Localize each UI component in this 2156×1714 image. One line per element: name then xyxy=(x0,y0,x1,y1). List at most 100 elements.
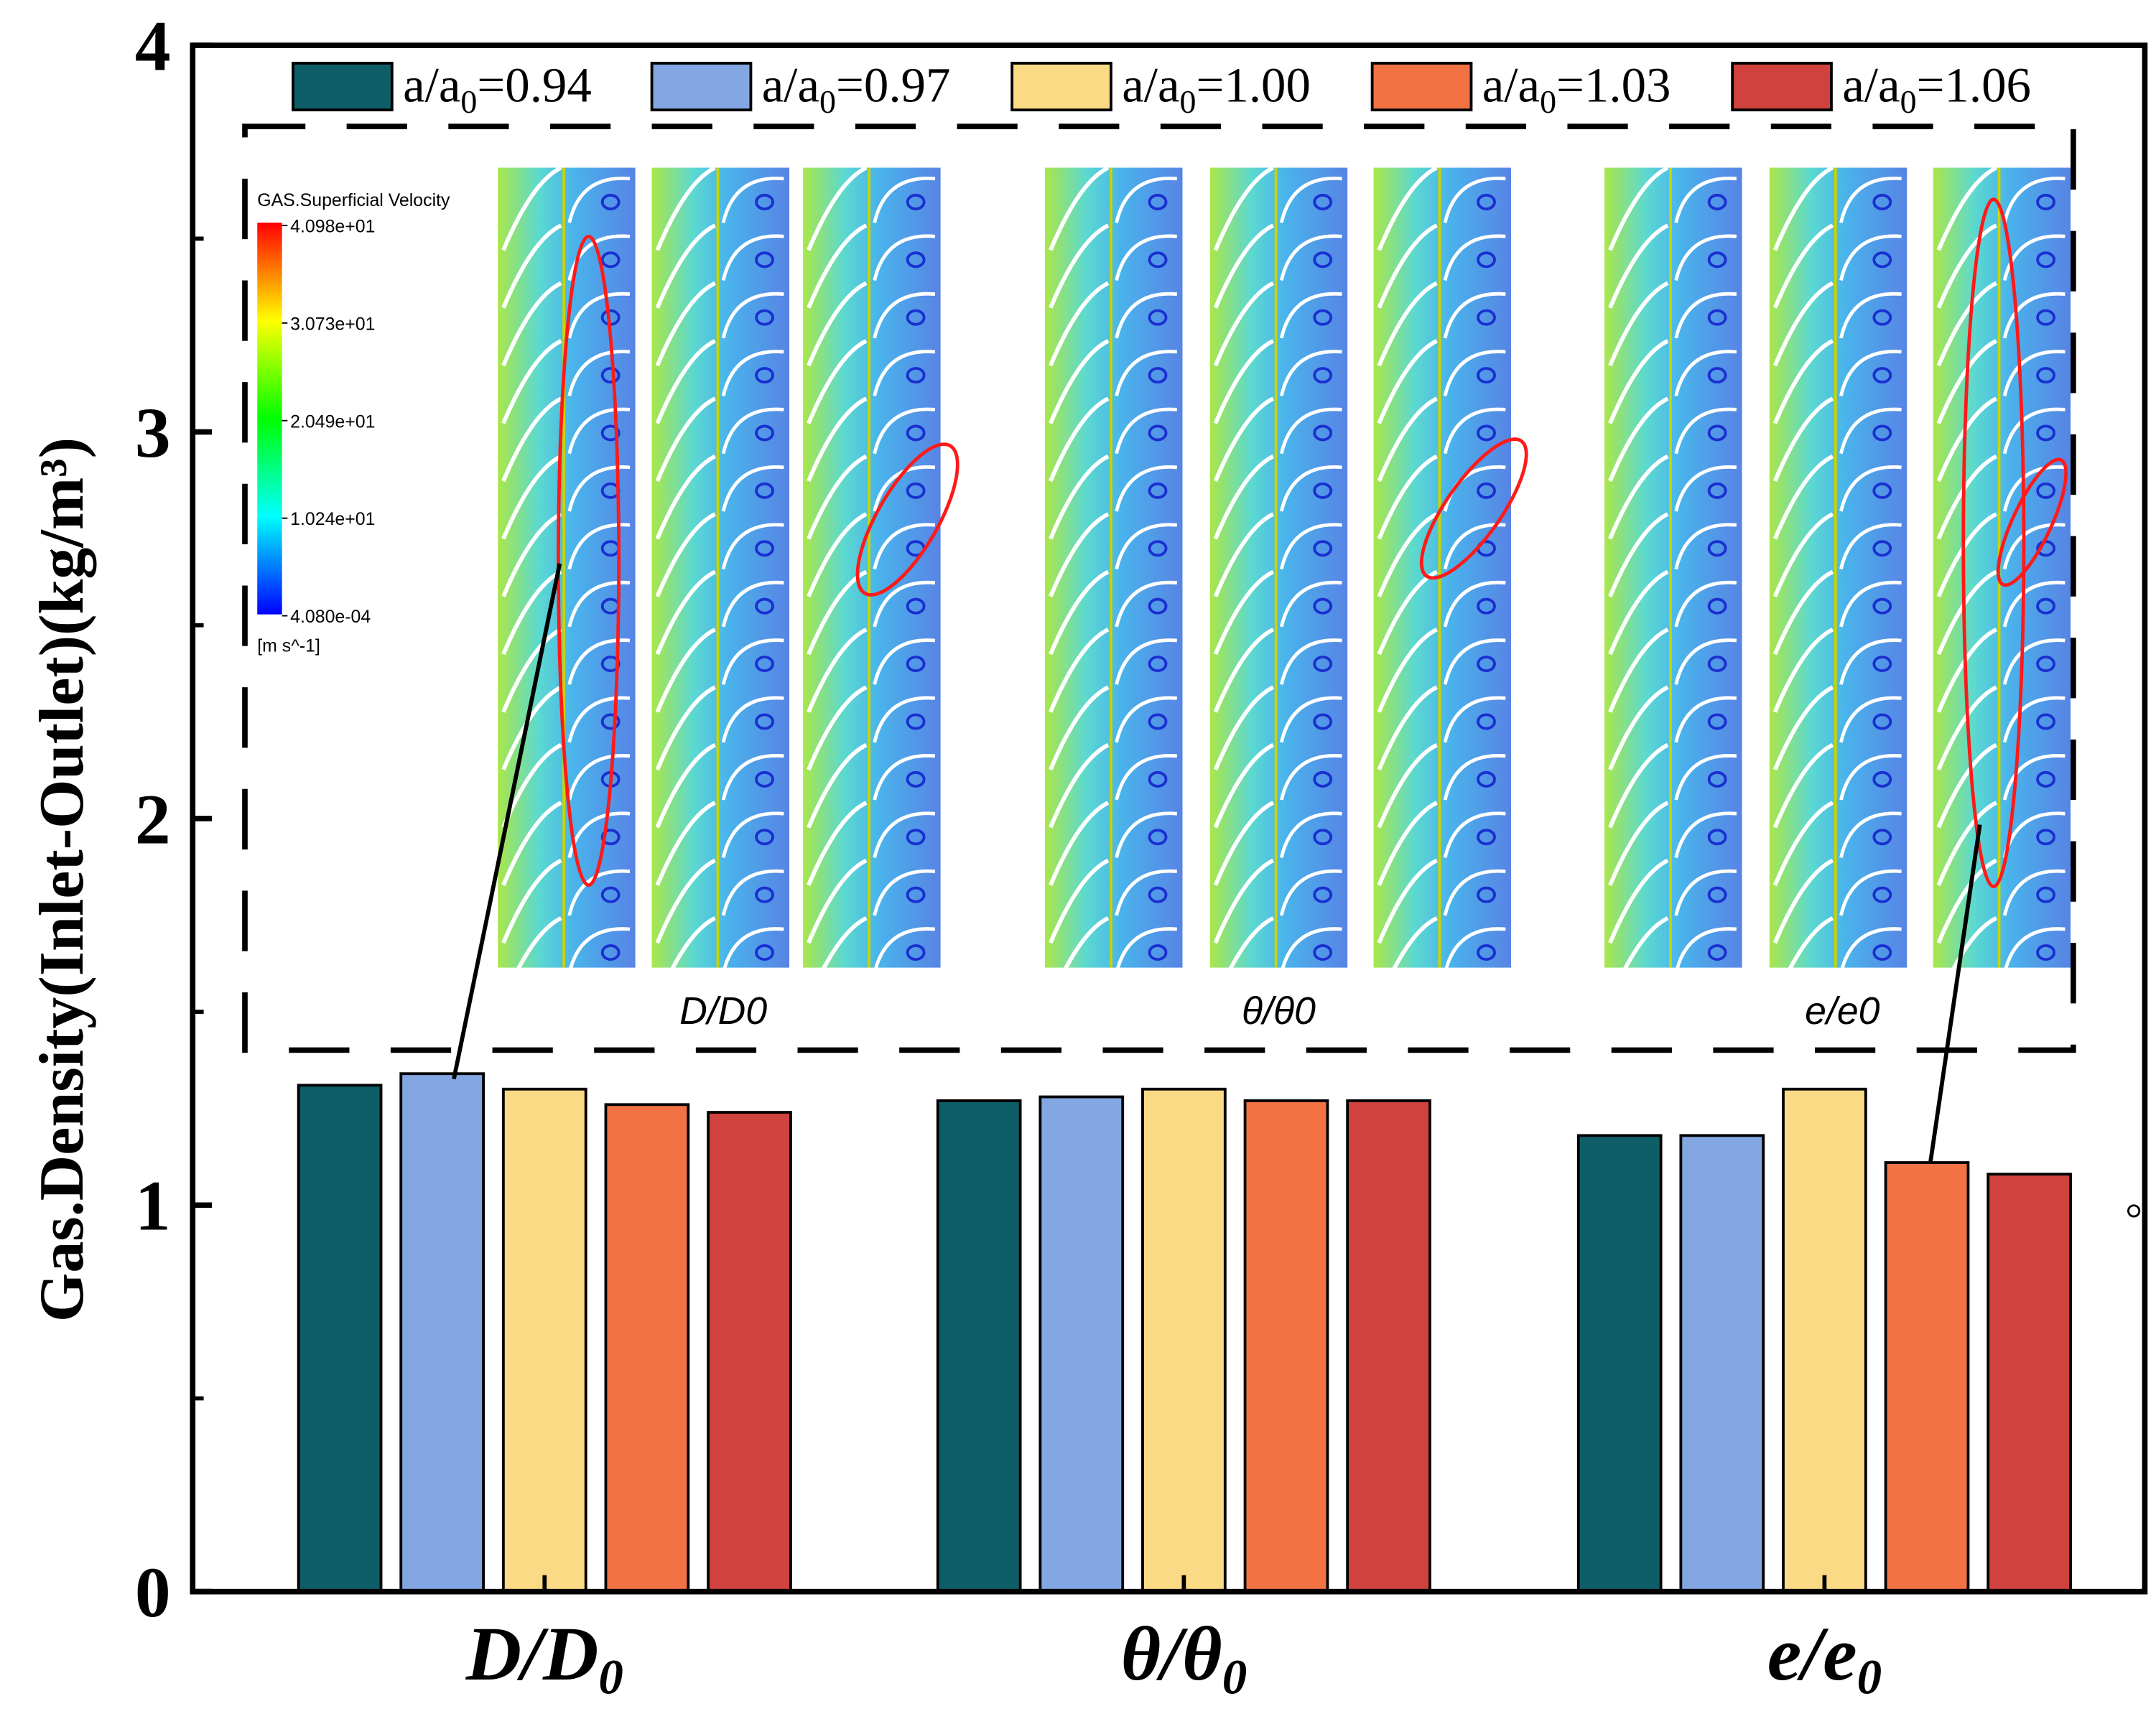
x-tick-label: D/D0 xyxy=(465,1611,623,1704)
blade-streak xyxy=(1049,916,1110,1002)
vortex xyxy=(906,656,926,673)
colorbar-title: GAS.Superficial Velocity xyxy=(257,190,450,210)
blade-streak xyxy=(1377,916,1438,1002)
vortex xyxy=(1707,309,1727,326)
blade-streak xyxy=(1377,396,1438,483)
bar-1-0 xyxy=(936,1099,1022,1593)
y-tick-label: 0 xyxy=(135,1552,171,1632)
blade-streak xyxy=(1772,454,1834,540)
blade-streak xyxy=(1608,916,1669,1002)
streamline xyxy=(1674,927,1737,974)
streamline xyxy=(1443,292,1506,339)
vortex xyxy=(906,944,926,961)
blade-streak xyxy=(1049,858,1110,944)
vortex xyxy=(2036,886,2055,903)
bar-2-3 xyxy=(1884,1161,1970,1593)
vortex xyxy=(1707,424,1727,442)
vortex xyxy=(1477,886,1496,903)
leader-line xyxy=(1928,824,1982,1163)
blade-streak xyxy=(1213,396,1275,483)
streamline xyxy=(1839,580,1902,628)
bar-1-4 xyxy=(1346,1099,1431,1593)
highlight-ellipse xyxy=(1996,457,2068,587)
vortex xyxy=(1477,944,1496,961)
streamline xyxy=(873,350,936,396)
blade-streak xyxy=(1213,281,1275,367)
streamline xyxy=(873,927,936,974)
streamline xyxy=(2002,638,2066,685)
vortex xyxy=(1313,424,1333,442)
blade-streak xyxy=(655,454,716,540)
vortex xyxy=(1872,597,1892,615)
streamline xyxy=(1279,350,1342,396)
streamline xyxy=(1839,753,1902,801)
streamline xyxy=(721,465,784,512)
subscript: 0 xyxy=(1857,1649,1882,1704)
legend-label-1: a/a0=0.97 xyxy=(762,58,951,120)
blade-streak xyxy=(807,801,868,886)
blade-streak xyxy=(1049,396,1110,483)
vortex xyxy=(1707,367,1727,384)
blade-streak xyxy=(1213,742,1275,829)
blade-streak xyxy=(1049,801,1110,886)
blade-streak xyxy=(1049,454,1110,540)
vortex xyxy=(906,713,926,730)
vortex xyxy=(600,713,621,730)
streamline xyxy=(2002,350,2066,396)
streamline-panel xyxy=(1045,167,1183,968)
streamline xyxy=(1115,350,1178,396)
legend-swatch-3 xyxy=(1370,62,1473,112)
streamline xyxy=(1443,638,1506,685)
blade-streak xyxy=(655,685,716,771)
panel-label: e/e0 xyxy=(1805,989,1879,1033)
legend-value: =1.03 xyxy=(1556,58,1671,113)
blade-streak xyxy=(501,916,562,1002)
streamline xyxy=(1674,407,1737,455)
blade-streak xyxy=(1377,685,1438,771)
streamline xyxy=(721,638,784,685)
blade-streak xyxy=(1936,454,1997,540)
streamline xyxy=(567,811,631,858)
streamline xyxy=(1674,350,1737,396)
streamline xyxy=(567,869,631,916)
vortex xyxy=(1872,713,1892,730)
vortex xyxy=(1148,193,1168,210)
streamline xyxy=(721,234,784,281)
vortex xyxy=(2036,367,2055,384)
streamline xyxy=(1674,811,1737,858)
streamline xyxy=(1839,234,1902,281)
blade-streak xyxy=(1377,223,1438,309)
blade-streak xyxy=(1377,281,1438,367)
streamline xyxy=(1674,638,1737,685)
highlight-ellipse xyxy=(855,442,959,597)
colorbar xyxy=(257,223,282,615)
streamline xyxy=(1674,234,1737,281)
vortex xyxy=(1313,482,1333,499)
blade-streak xyxy=(1049,742,1110,829)
blade-streak xyxy=(1936,396,1997,483)
inset-streamlines: GAS.Superficial Velocity 4.098e+01 3.073e+… xyxy=(242,124,2076,1163)
blade-streak xyxy=(1608,165,1669,251)
legend-value: =0.94 xyxy=(477,58,591,113)
blade-streak xyxy=(501,454,562,540)
vortex xyxy=(755,597,774,615)
y-tick-label: 3 xyxy=(135,393,171,472)
colorbar-tick-label: 3.073e+01 xyxy=(290,314,375,334)
legend-value: =1.06 xyxy=(1917,58,2031,113)
streamline xyxy=(1115,177,1178,223)
blade-streak xyxy=(655,569,716,656)
y-tick-label: 1 xyxy=(135,1166,171,1246)
bar-0-2 xyxy=(501,1087,587,1593)
bar-0-0 xyxy=(297,1084,383,1593)
streamline xyxy=(721,292,784,339)
streamline xyxy=(1674,580,1737,628)
bar-2-2 xyxy=(1782,1087,1867,1593)
streamline xyxy=(721,927,784,974)
blade-streak xyxy=(807,339,868,424)
vortex xyxy=(755,424,774,442)
streamline xyxy=(721,696,784,743)
blade-streak xyxy=(655,512,716,597)
blade-streak xyxy=(1936,742,1997,829)
blade-streak xyxy=(1213,916,1275,1002)
